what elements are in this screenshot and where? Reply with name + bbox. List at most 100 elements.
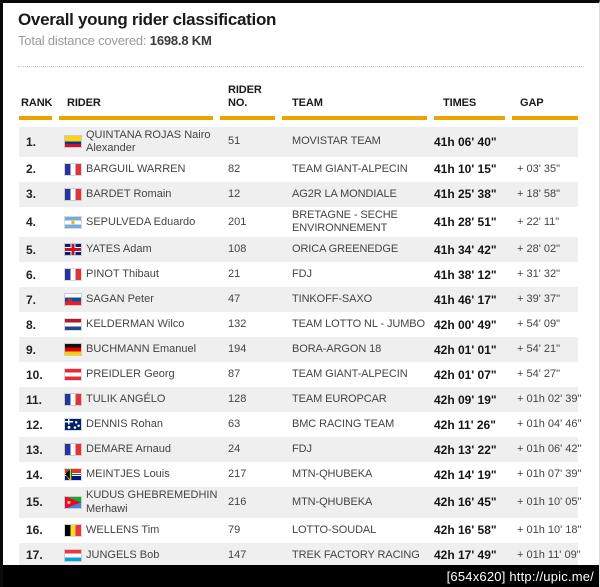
column-underline bbox=[512, 115, 578, 120]
column-header-team: TEAM bbox=[282, 84, 434, 120]
rank-cell: 14. bbox=[26, 467, 43, 482]
time-cell: 42h 01' 07" bbox=[434, 367, 497, 382]
rank-cell: 17. bbox=[26, 548, 43, 563]
rider-no-cell: 12 bbox=[228, 187, 241, 200]
flag-germany bbox=[65, 344, 81, 356]
gap-cell: + 31' 32" bbox=[517, 268, 561, 281]
gap-cell: + 01h 07' 39" bbox=[517, 468, 582, 481]
time-cell: 41h 25' 38" bbox=[434, 187, 497, 202]
rider-name: DENNIS Rohan bbox=[86, 418, 164, 431]
table-row: 11. TULIK ANGÉLO 128 TEAM EUROPCAR 42h 0… bbox=[19, 387, 582, 413]
flag-netherlands bbox=[65, 319, 81, 331]
flag-colombia bbox=[65, 136, 81, 148]
column-underline bbox=[19, 115, 52, 120]
time-cell: 42h 11' 26" bbox=[434, 417, 496, 432]
gap-cell: + 01h 06' 42" bbox=[517, 443, 582, 456]
rider-name: BUCHMANN Emanuel bbox=[86, 343, 197, 356]
column-underline bbox=[282, 115, 427, 120]
rider-no-cell: 217 bbox=[228, 468, 247, 481]
gap-cell: + 01h 02' 39" bbox=[517, 393, 582, 406]
table-row: 10. PREIDLER Georg 87 TEAM GIANT-ALPECIN… bbox=[19, 362, 578, 387]
rider-no-cell: 51 bbox=[228, 135, 241, 148]
team-cell: TINKOFF-SAXO bbox=[292, 293, 373, 306]
rider-name: JUNGELS Bob bbox=[86, 548, 160, 561]
rider-no-cell: 216 bbox=[228, 496, 247, 509]
gap-cell: + 01h 11' 09" bbox=[517, 548, 581, 561]
watermark-bar: [654x620] http://upic.me/ bbox=[3, 565, 599, 587]
rank-cell: 15. bbox=[26, 495, 43, 510]
time-cell: 42h 13' 22" bbox=[434, 442, 497, 457]
time-cell: 42h 14' 19" bbox=[434, 467, 497, 482]
flag-france bbox=[65, 189, 81, 201]
rank-cell: 1. bbox=[26, 134, 37, 149]
rider-cell: BUCHMANN Emanuel bbox=[59, 343, 220, 356]
rank-cell: 7. bbox=[26, 292, 37, 307]
gap-cell: + 54' 21" bbox=[517, 343, 561, 356]
rider-cell: SAGAN Peter bbox=[59, 293, 220, 306]
time-cell: 42h 16' 45" bbox=[434, 495, 497, 510]
rank-cell: 9. bbox=[26, 342, 37, 357]
table-row: 14. MEINTJES Louis 217 MTN-QHUBEKA 42h 1… bbox=[19, 462, 582, 487]
flag-great-britain bbox=[65, 244, 81, 256]
table-row: 4. SEPULVEDA Eduardo 201 BRETAGNE - SECH… bbox=[19, 207, 578, 237]
column-header-rider: RIDER bbox=[59, 84, 220, 120]
table-row: 12. DENNIS Rohan 63 BMC RACING TEAM 42h … bbox=[19, 412, 581, 437]
gap-cell: + 54' 09" bbox=[517, 318, 561, 331]
rank-cell: 11. bbox=[26, 392, 43, 407]
column-header-gap: GAP bbox=[512, 84, 578, 120]
rider-no-cell: 21 bbox=[228, 268, 241, 281]
team-cell: MTN-QHUBEKA bbox=[292, 468, 373, 481]
rider-cell: BARDET Romain bbox=[59, 188, 220, 201]
team-cell: TREK FACTORY RACING bbox=[292, 548, 420, 561]
total-distance-label: Total distance covered: bbox=[18, 33, 147, 49]
watermark-text: [654x620] http://upic.me/ bbox=[446, 568, 594, 584]
flag-south-africa bbox=[65, 469, 81, 481]
flag-france bbox=[65, 269, 81, 281]
flag-france bbox=[65, 394, 81, 406]
flag-luxembourg bbox=[65, 549, 81, 561]
rider-cell: QUINTANA ROJAS Nairo Alexander bbox=[59, 129, 220, 155]
rider-no-cell: 128 bbox=[228, 393, 247, 406]
rider-name: QUINTANA ROJAS Nairo Alexander bbox=[86, 128, 211, 154]
rider-no-cell: 132 bbox=[228, 318, 247, 331]
time-cell: 42h 17' 49" bbox=[434, 548, 497, 563]
time-cell: 41h 34' 42" bbox=[434, 242, 497, 257]
column-header-rank: RANK bbox=[19, 84, 59, 120]
rider-no-cell: 63 bbox=[228, 418, 241, 431]
team-cell: LOTTO-SOUDAL bbox=[292, 523, 377, 536]
column-header-rank-label: RANK bbox=[21, 97, 53, 110]
team-cell: FDJ bbox=[292, 443, 312, 456]
rank-cell: 13. bbox=[26, 442, 43, 457]
team-cell: MTN-QHUBEKA bbox=[292, 496, 373, 509]
rider-name: SEPULVEDA Eduardo bbox=[86, 215, 196, 228]
team-cell: TEAM LOTTO NL - JUMBO bbox=[292, 318, 425, 331]
team-cell: BORA-ARGON 18 bbox=[292, 343, 382, 356]
time-cell: 42h 09' 19" bbox=[434, 392, 497, 407]
rider-name: BARGUIL WARREN bbox=[86, 162, 186, 175]
rider-no-cell: 147 bbox=[228, 548, 247, 561]
time-cell: 42h 01' 01" bbox=[434, 342, 497, 357]
flag-australia bbox=[65, 419, 81, 431]
column-header-rider-no: RIDER NO. bbox=[220, 84, 282, 120]
rider-cell: KELDERMAN Wilco bbox=[59, 318, 220, 331]
team-cell: FDJ bbox=[292, 268, 312, 281]
rider-no-cell: 194 bbox=[228, 343, 247, 356]
gap-cell: + 28' 02" bbox=[517, 243, 561, 256]
gap-cell: + 39' 37" bbox=[517, 293, 561, 306]
team-cell: AG2R LA MONDIALE bbox=[292, 187, 397, 200]
rider-cell: TULIK ANGÉLO bbox=[59, 393, 220, 406]
rider-no-cell: 87 bbox=[228, 368, 241, 381]
team-cell: MOVISTAR TEAM bbox=[292, 135, 381, 148]
column-header-team-label: TEAM bbox=[292, 97, 323, 110]
rank-cell: 5. bbox=[26, 242, 37, 257]
total-distance: Total distance covered: 1698.8 KM bbox=[18, 33, 582, 48]
rider-name: BARDET Romain bbox=[86, 187, 172, 200]
team-cell: TEAM GIANT-ALPECIN bbox=[292, 368, 408, 381]
rank-cell: 3. bbox=[26, 187, 37, 202]
rank-cell: 10. bbox=[26, 367, 43, 382]
gap-cell: + 01h 10' 05" bbox=[517, 496, 582, 509]
rider-name: YATES Adam bbox=[86, 243, 152, 256]
column-header-rider-label: RIDER bbox=[67, 97, 101, 110]
table-row: 2. BARGUIL WARREN 82 TEAM GIANT-ALPECIN … bbox=[19, 157, 578, 182]
